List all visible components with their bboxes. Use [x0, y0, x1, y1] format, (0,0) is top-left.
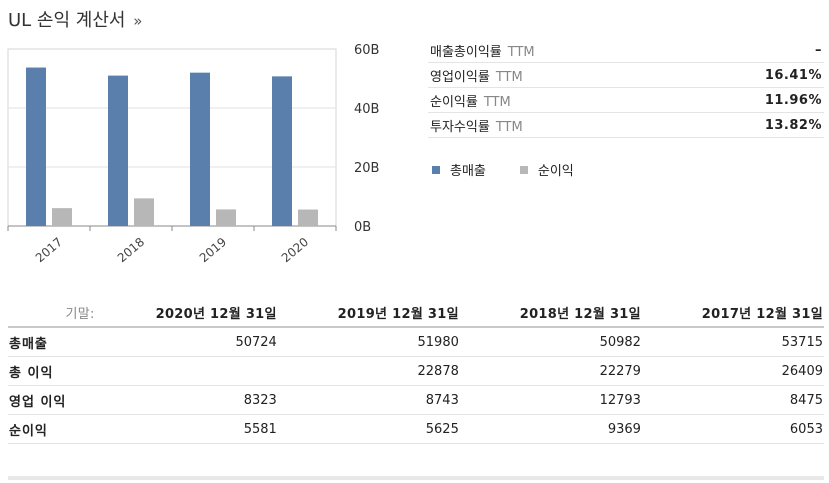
- metric-name: 투자수익률: [430, 119, 490, 135]
- table-header-row: 기말: 2020년 12월 31일 2019년 12월 31일 2018년 12월 …: [8, 298, 824, 328]
- y-tick-label: 60B: [354, 43, 379, 58]
- metric-name: 영업이익률: [430, 69, 490, 85]
- metric-value: 11.96%: [681, 87, 824, 113]
- bottom-divider: [8, 476, 824, 480]
- table-cell: 22279: [459, 356, 642, 386]
- table-cell: 5625: [277, 414, 460, 444]
- legend-item: 총매출: [432, 160, 486, 179]
- row-label: 총매출: [8, 327, 96, 357]
- bar-net-income: [52, 208, 72, 226]
- income-statement-table: 기말: 2020년 12월 31일 2019년 12월 31일 2018년 12월 …: [8, 298, 824, 444]
- x-tick-label: 2020: [279, 235, 311, 265]
- metric-value: –: [681, 38, 824, 63]
- metric-ttm-label: TTM: [483, 94, 511, 110]
- x-tick-label: 2017: [33, 235, 65, 265]
- table-row: 총 이익 22878 22279 26409: [8, 356, 824, 386]
- table-row: 총매출 50724 51980 50982 53715: [8, 327, 824, 357]
- table-row: 영업 이익 8323 8743 12793 8475: [8, 385, 824, 415]
- bar-net-income: [216, 209, 236, 226]
- bar-net-income: [298, 209, 318, 226]
- table-cell: 26409: [641, 356, 824, 386]
- table-cell: 50982: [459, 327, 642, 357]
- x-tick-label: 2018: [115, 235, 147, 265]
- metric-value: 16.41%: [681, 62, 824, 88]
- metric-row: 순이익률 TTM 11.96%: [428, 87, 824, 113]
- row-label: 순이익: [8, 414, 96, 444]
- legend-swatch: [519, 165, 528, 174]
- bar-revenue: [108, 75, 128, 226]
- column-header: 2018년 12월 31일: [459, 298, 642, 328]
- period-label: 기말:: [8, 298, 96, 328]
- row-label: 총 이익: [8, 356, 96, 386]
- chart-legend: 총매출 순이익: [432, 160, 608, 179]
- table-cell: 50724: [95, 327, 278, 357]
- metric-name-cell: 매출총이익률 TTM: [428, 38, 682, 63]
- metric-ttm-label: TTM: [495, 119, 523, 135]
- y-tick-label: 40B: [354, 102, 379, 117]
- page-title-text: UL 손익 계산서: [8, 10, 126, 31]
- table-cell: [95, 356, 278, 386]
- column-header: 2019년 12월 31일: [277, 298, 460, 328]
- y-tick-label: 20B: [354, 161, 379, 176]
- table-cell: 8323: [95, 385, 278, 415]
- metric-row: 투자수익률 TTM 13.82%: [428, 112, 824, 138]
- column-header: 2017년 12월 31일: [641, 298, 824, 328]
- row-label: 영업 이익: [8, 385, 96, 415]
- bar-revenue: [26, 67, 46, 227]
- page-title[interactable]: UL 손익 계산서 »: [8, 6, 142, 32]
- x-tick-label: 2019: [197, 235, 229, 265]
- bar-revenue: [272, 76, 292, 226]
- table-cell: 12793: [459, 385, 642, 415]
- metric-value: 13.82%: [681, 112, 824, 138]
- legend-item: 순이익: [519, 160, 574, 179]
- table-row: 순이익 5581 5625 9369 6053: [8, 414, 824, 444]
- metric-row: 매출총이익률 TTM –: [428, 38, 824, 63]
- legend-swatch: [432, 165, 440, 174]
- table-cell: 9369: [459, 414, 642, 444]
- metric-row: 영업이익률 TTM 16.41%: [428, 62, 824, 88]
- table-cell: 53715: [641, 327, 824, 357]
- bar-net-income: [134, 198, 154, 226]
- metric-name: 매출총이익률: [430, 44, 502, 60]
- table-cell: 51980: [277, 327, 460, 357]
- bar-revenue: [190, 72, 210, 226]
- metric-ttm-label: TTM: [495, 69, 523, 85]
- legend-label: 총매출: [450, 164, 486, 179]
- column-header: 2020년 12월 31일: [95, 298, 278, 328]
- metric-name-cell: 영업이익률 TTM: [428, 62, 682, 88]
- table-cell: 8743: [277, 385, 460, 415]
- table-cell: 5581: [95, 414, 278, 444]
- legend-label: 순이익: [537, 164, 574, 179]
- metric-name-cell: 투자수익률 TTM: [428, 112, 682, 138]
- metric-ttm-label: TTM: [507, 44, 535, 60]
- table-cell: 22878: [277, 356, 460, 386]
- table-cell: 8475: [641, 385, 824, 415]
- table-cell: 6053: [641, 414, 824, 444]
- y-tick-label: 0B: [354, 220, 371, 235]
- metric-name-cell: 순이익률 TTM: [428, 87, 682, 113]
- double-chevron-right-icon: »: [133, 12, 143, 30]
- income-bar-chart: 0B 20B 40B 60B 2017 2018 2019 2020: [7, 43, 379, 265]
- metric-name: 순이익률: [430, 94, 478, 110]
- margin-metrics-table: 매출총이익률 TTM – 영업이익률 TTM 16.41% 순이익률 TTM 11.96% 투자수…: [428, 38, 824, 138]
